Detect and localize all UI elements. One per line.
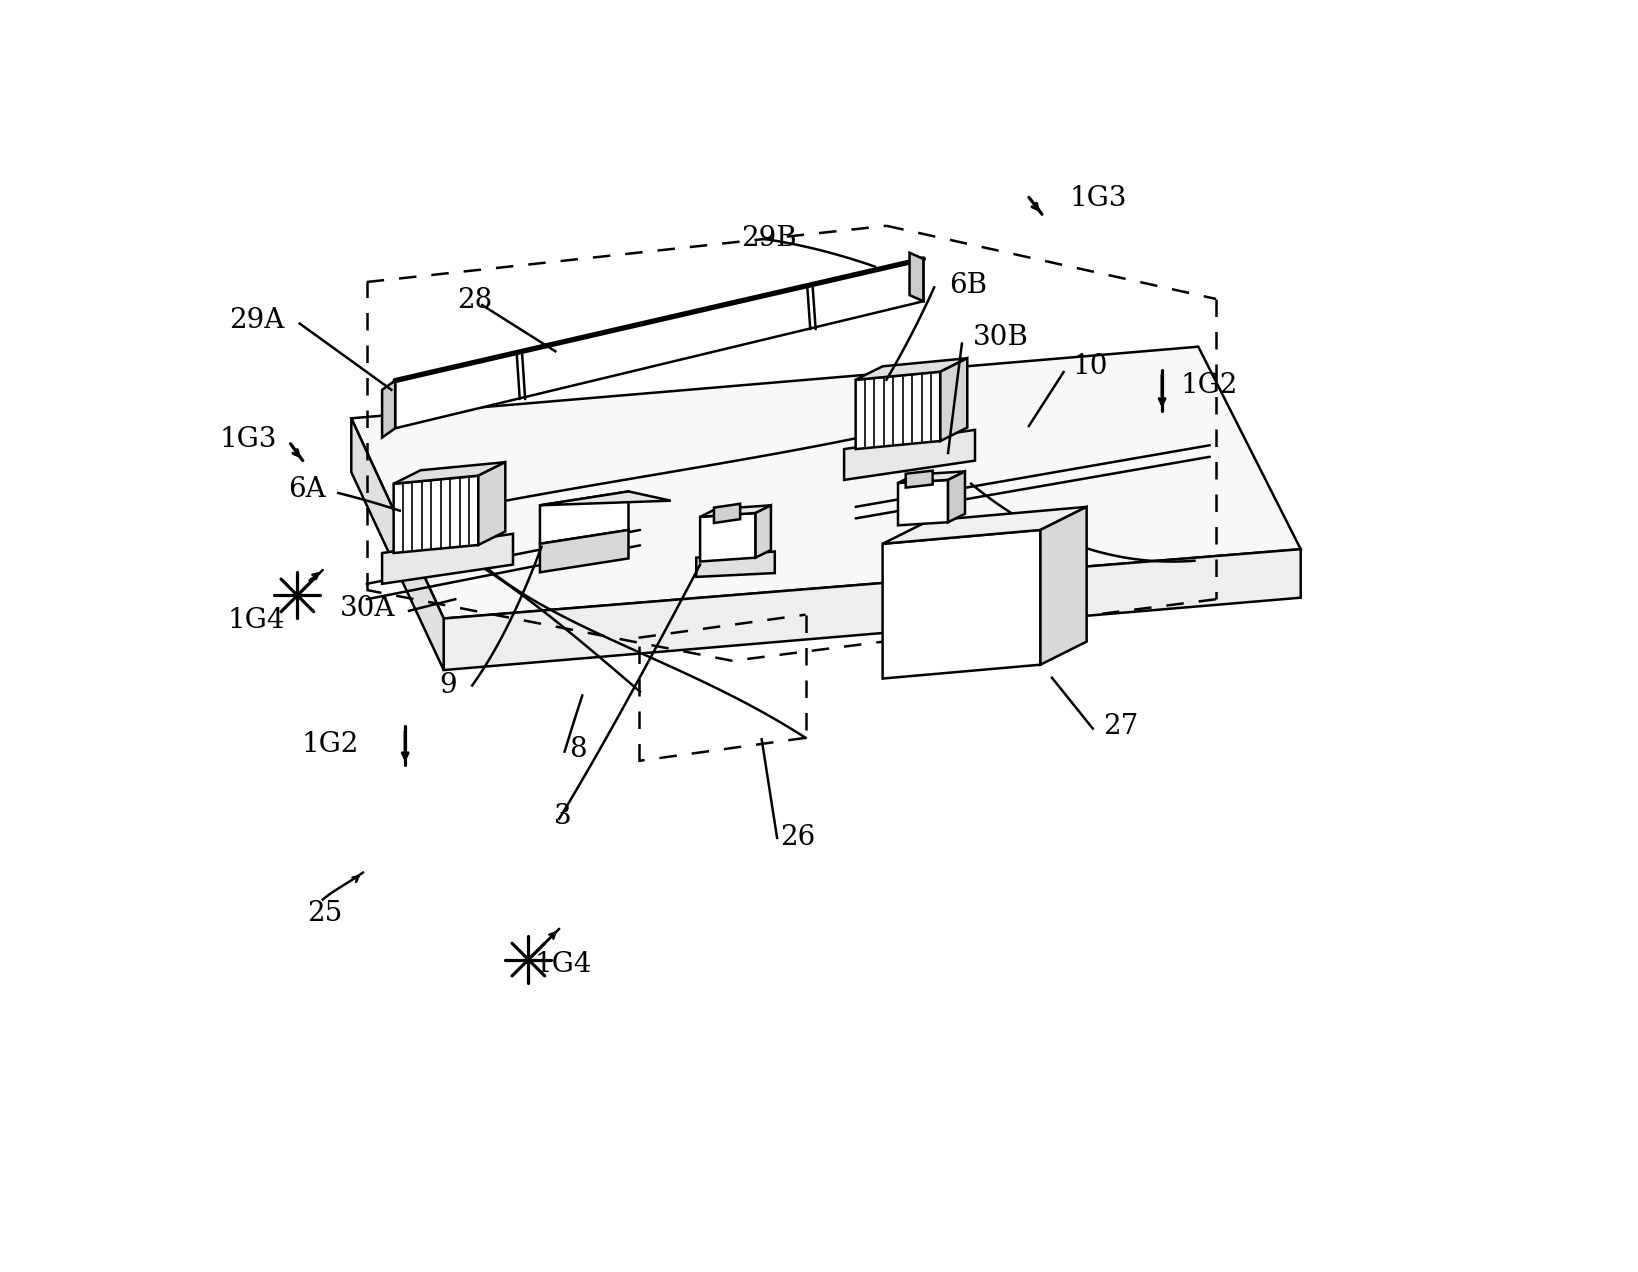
Text: 3: 3 xyxy=(554,803,572,829)
Polygon shape xyxy=(755,505,771,557)
Polygon shape xyxy=(382,380,395,438)
Polygon shape xyxy=(393,462,505,483)
Text: 26: 26 xyxy=(780,824,816,851)
Text: 1G4: 1G4 xyxy=(534,951,591,978)
Polygon shape xyxy=(699,505,771,516)
Polygon shape xyxy=(909,253,924,301)
Text: 28: 28 xyxy=(457,287,491,314)
Text: 27: 27 xyxy=(1104,712,1138,740)
Polygon shape xyxy=(940,359,968,441)
Text: 25: 25 xyxy=(308,899,342,927)
Text: 9: 9 xyxy=(439,672,457,700)
Polygon shape xyxy=(883,506,1086,544)
Polygon shape xyxy=(541,491,672,505)
Polygon shape xyxy=(714,504,740,523)
Polygon shape xyxy=(393,476,478,553)
Polygon shape xyxy=(883,530,1040,678)
Polygon shape xyxy=(855,371,940,449)
Polygon shape xyxy=(382,534,513,584)
Polygon shape xyxy=(844,430,975,480)
Text: 30B: 30B xyxy=(973,324,1029,351)
Text: 6A: 6A xyxy=(288,477,326,504)
Polygon shape xyxy=(351,347,1301,618)
Text: 1G3: 1G3 xyxy=(219,426,277,453)
Polygon shape xyxy=(351,418,444,670)
Polygon shape xyxy=(444,550,1301,670)
Polygon shape xyxy=(395,259,924,429)
Polygon shape xyxy=(948,472,965,523)
Text: 6B: 6B xyxy=(950,272,988,299)
Text: 1G3: 1G3 xyxy=(1070,186,1127,212)
Text: 1G2: 1G2 xyxy=(301,730,359,758)
Polygon shape xyxy=(898,480,948,525)
Text: 8: 8 xyxy=(570,736,586,763)
Text: 29B: 29B xyxy=(742,225,798,252)
Polygon shape xyxy=(1040,506,1086,665)
Polygon shape xyxy=(898,472,965,483)
Polygon shape xyxy=(541,491,629,544)
Polygon shape xyxy=(696,552,775,577)
Polygon shape xyxy=(855,359,968,380)
Polygon shape xyxy=(541,530,629,572)
Polygon shape xyxy=(906,471,932,487)
Text: 10: 10 xyxy=(1073,354,1109,380)
Text: 1G4: 1G4 xyxy=(228,607,285,635)
Text: 1G2: 1G2 xyxy=(1181,371,1238,398)
Text: 29A: 29A xyxy=(229,307,285,335)
Polygon shape xyxy=(699,513,755,561)
Text: 30A: 30A xyxy=(339,595,395,622)
Polygon shape xyxy=(478,462,505,544)
